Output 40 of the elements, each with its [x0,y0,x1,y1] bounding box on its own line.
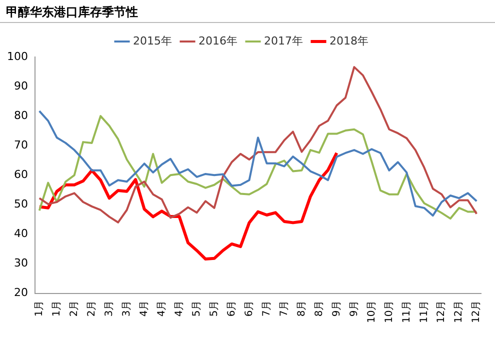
x-tick-label: 12月 [471,300,482,324]
x-tick-label: 8月 [314,300,325,317]
x-tick-label: 11月 [401,300,412,324]
legend-label: 2018年 [329,34,368,48]
legend-label: 2015年 [133,34,172,48]
x-tick-label: 4月 [156,300,168,317]
x-tick-label: 10月 [366,300,378,324]
x-tick-label: 5月 [191,300,202,317]
y-tick-label: 30 [14,256,28,270]
x-tick-label: 3月 [121,300,132,317]
y-tick-label: 40 [14,227,28,240]
x-tick-label: 5月 [208,300,220,317]
x-tick-label: 8月 [296,300,308,317]
x-tick-label: 12月 [454,300,465,324]
legend-label: 2016年 [198,34,238,48]
y-tick-label: 70 [14,138,28,152]
y-tick-label: 20 [14,286,28,300]
y-tick-label: 50 [14,198,28,211]
x-tick-label: 10月 [384,300,395,324]
x-tick-label: 12月 [436,300,448,324]
x-tick-label: 3月 [104,300,115,317]
x-tick-label: 11月 [418,300,430,324]
x-tick-label: 1月 [51,300,62,317]
y-tick-label: 60 [14,168,28,181]
x-tick-label: 2月 [86,300,98,317]
x-tick-label: 9月 [331,300,342,317]
y-tick-label: 90 [14,79,28,92]
x-tick-label: 1月 [34,300,45,317]
x-tick-label: 2月 [68,300,80,317]
y-tick-label: 100 [6,50,28,63]
x-tick-label: 4月 [138,300,150,317]
x-tick-label: 7月 [278,300,290,317]
x-tick-label: 6月 [226,300,238,317]
x-tick-label: 4月 [174,300,185,317]
x-tick-label: 7月 [261,300,272,317]
x-tick-label: 6月 [244,300,255,317]
y-tick-label: 80 [14,108,28,122]
x-tick-label: 9月 [348,300,360,317]
legend-label: 2017年 [264,34,303,48]
chart-title: 甲醇华东港口库存季节性 [6,4,138,21]
